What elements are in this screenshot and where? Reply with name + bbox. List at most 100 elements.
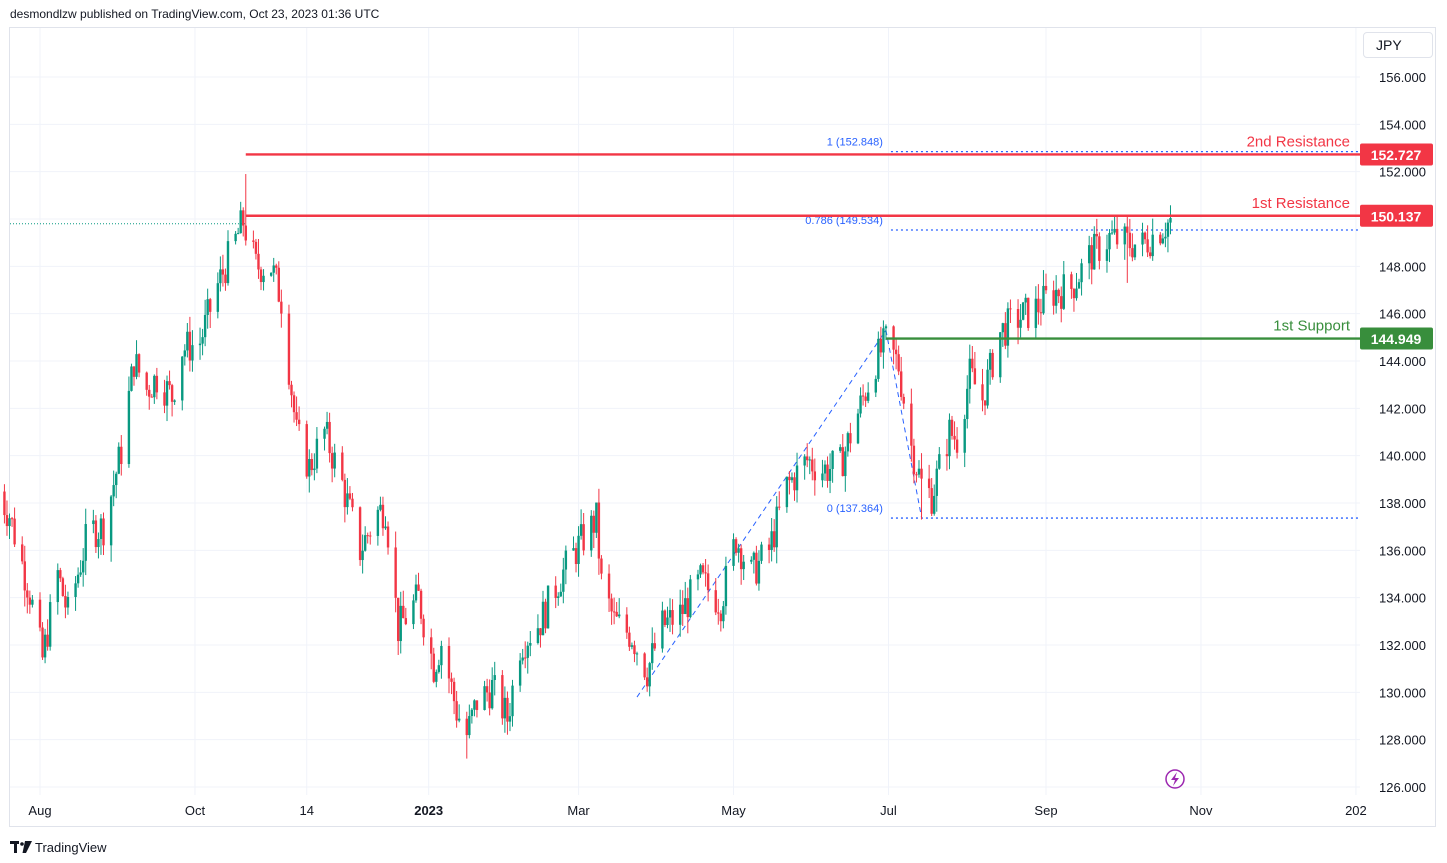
publisher-caption: desmondlzw published on TradingView.com,… <box>10 7 380 21</box>
candle-body <box>689 579 692 618</box>
lightning-icon-ring <box>1165 769 1185 789</box>
candle-body <box>704 572 707 574</box>
candle-body <box>422 618 425 638</box>
candle-body <box>610 598 613 612</box>
lightning-icon[interactable] <box>1165 769 1185 789</box>
candle-body <box>1098 236 1101 261</box>
candle-body <box>821 473 824 481</box>
candle-body <box>1128 232 1132 249</box>
price-tick-label: 156.000 <box>1379 70 1426 85</box>
candle-body <box>3 491 6 516</box>
candle-body <box>183 350 187 357</box>
candle-body <box>966 388 969 420</box>
currency-selector[interactable]: JPY <box>1363 32 1433 58</box>
candle-body <box>910 403 913 446</box>
candle-body <box>305 424 308 477</box>
candle-body <box>148 389 151 397</box>
candle-body <box>986 369 989 406</box>
candle-body <box>788 476 791 481</box>
candle-body <box>455 701 458 721</box>
candle-body <box>41 627 44 658</box>
candle-body <box>826 464 829 481</box>
candle-body <box>1110 232 1114 234</box>
candle-body <box>564 550 568 570</box>
candle-body <box>74 583 77 597</box>
candle-body <box>508 716 512 722</box>
candle-body <box>737 548 740 553</box>
candle-body <box>366 535 369 537</box>
candle-body <box>1060 296 1063 309</box>
candle-body <box>574 548 578 565</box>
candlestick-series <box>3 174 1172 759</box>
candle-body <box>518 660 522 686</box>
candle-body <box>938 454 941 469</box>
candle-body <box>831 450 834 469</box>
candle-body <box>559 591 562 597</box>
candle-body <box>386 526 390 548</box>
candle-body <box>948 419 951 457</box>
level-label: 1st Support <box>1273 318 1351 335</box>
candle-body <box>135 354 138 377</box>
time-tick-label: 2023 <box>414 803 443 818</box>
candle-body <box>991 352 994 378</box>
candle-body <box>234 233 237 242</box>
candle-body <box>38 599 42 628</box>
candle-body <box>493 675 496 680</box>
candle-body <box>1093 233 1096 270</box>
candle-body <box>849 433 852 444</box>
candle-body <box>97 539 100 548</box>
candle-body <box>404 618 408 625</box>
price-axis[interactable]: 156.000 154.000 152.000 148.000 146.000 144.0… <box>1379 70 1426 795</box>
candle-body <box>186 331 189 351</box>
candle-body <box>323 428 326 439</box>
candle-body <box>882 328 885 353</box>
candle-body <box>988 352 992 370</box>
candle-body <box>10 518 14 520</box>
candle-body <box>920 468 923 479</box>
candle-body <box>1146 239 1149 253</box>
fib-trend-line <box>636 329 887 698</box>
fibonacci-tool[interactable]: 1 (152.848) 0.786 (149.534) 0 (137.364) <box>10 137 1358 698</box>
candle-body <box>983 400 987 406</box>
candle-body <box>844 451 847 477</box>
candle-body <box>64 595 67 608</box>
candle-body <box>310 459 314 471</box>
time-axis[interactable]: Aug Oct 14 2023 Mar May Jul Sep Nov 202 <box>28 803 1366 818</box>
candle-body <box>808 459 811 461</box>
candle-body <box>384 526 387 529</box>
candle-body <box>813 471 817 481</box>
support-resistance-levels[interactable]: 2nd Resistance 152.727 1st Resistance 150.1… <box>245 133 1433 350</box>
candle-body <box>635 653 639 655</box>
candle-body <box>130 366 133 391</box>
candle-body <box>671 610 674 625</box>
candle-body <box>1105 249 1109 261</box>
lightning-icon-bolt <box>1171 772 1179 786</box>
candle-body <box>435 671 438 682</box>
candle-body <box>866 392 870 401</box>
candle-body <box>760 544 763 561</box>
candle-body <box>590 515 593 551</box>
candle-body <box>1006 308 1010 346</box>
candle-body <box>793 477 796 491</box>
candle-body <box>369 535 372 537</box>
candle-body <box>653 643 656 649</box>
candle-body <box>358 507 362 561</box>
price-tick-label: 148.000 <box>1379 259 1426 274</box>
price-tick-label: 132.000 <box>1379 638 1426 653</box>
candle-body <box>742 561 745 570</box>
candle-body <box>1019 319 1022 328</box>
candle-body <box>778 506 781 508</box>
candle-body <box>224 274 227 284</box>
candle-body <box>803 456 806 466</box>
candle-body <box>1054 289 1058 306</box>
candle-body <box>724 565 728 607</box>
candle-body <box>661 610 664 649</box>
candle-body <box>971 358 974 369</box>
candle-body <box>503 697 507 719</box>
time-tick-label: Mar <box>567 803 590 818</box>
candle-body <box>170 385 174 402</box>
candle-body <box>963 419 966 453</box>
candle-body <box>452 681 456 702</box>
candle-body <box>839 447 842 451</box>
